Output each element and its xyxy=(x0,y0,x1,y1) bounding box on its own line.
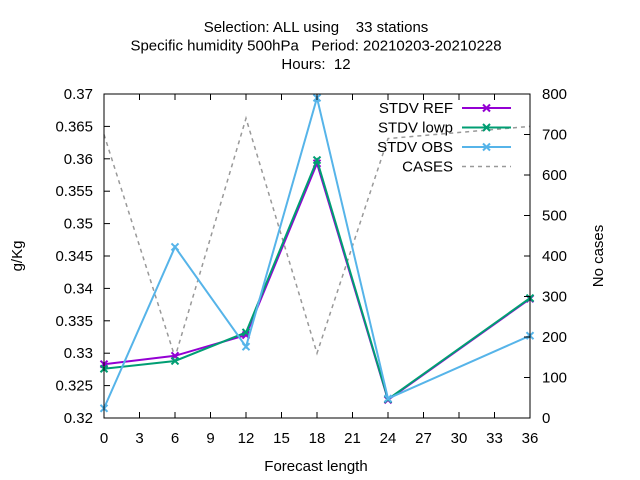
plot-frame xyxy=(103,93,531,419)
x-tick-label: 18 xyxy=(309,430,326,447)
y-tick-label: 0.36 xyxy=(64,151,93,168)
chart-title: Selection: ALL using 33 stations Specific… xyxy=(130,19,501,73)
y2-tick-label: 700 xyxy=(542,127,567,144)
x-tick-label: 15 xyxy=(273,430,290,447)
x-tick-label: 24 xyxy=(380,430,397,447)
legend-item: STDV lowp xyxy=(378,120,511,137)
data-point-stdv-obs xyxy=(170,242,180,252)
y2-tick-label: 100 xyxy=(542,370,567,387)
data-point-stdv-obs xyxy=(383,394,393,403)
legend-item: STDV REF xyxy=(379,100,511,117)
data-point-stdv-lowp xyxy=(170,356,180,366)
x-tick-label: 30 xyxy=(451,430,468,447)
legend-label: CASES xyxy=(402,159,453,176)
y-tick-label: 0.35 xyxy=(64,216,93,233)
legend-item: CASES xyxy=(402,159,511,176)
y2-tick-label: 800 xyxy=(542,86,567,103)
title-line: Selection: ALL using 33 stations xyxy=(204,19,429,36)
y-tick-label: 0.32 xyxy=(64,410,93,427)
x-tick-label: 6 xyxy=(171,430,179,447)
data-point-stdv-obs xyxy=(241,342,251,351)
y2-tick-label: 0 xyxy=(542,410,550,427)
x-tick-label: 0 xyxy=(100,430,108,447)
x-axis-label: Forecast length xyxy=(264,458,367,475)
series-line-stdv-obs xyxy=(103,93,531,409)
y-tick-label: 0.37 xyxy=(64,86,93,103)
y2-tick-label: 200 xyxy=(542,329,567,346)
data-point-stdv-lowp xyxy=(241,328,251,337)
x-tick-label: 9 xyxy=(206,430,214,447)
x-tick-label: 27 xyxy=(415,430,432,447)
y2-tick-label: 400 xyxy=(542,248,567,265)
y2-tick-label: 600 xyxy=(542,167,567,184)
y-tick-label: 0.33 xyxy=(64,345,93,362)
y2-axis-label: No cases xyxy=(590,225,607,288)
title-line: Hours: 12 xyxy=(281,56,350,73)
data-point-stdv-lowp xyxy=(312,155,322,165)
x-tick-label: 3 xyxy=(135,430,143,447)
y-tick-label: 0.335 xyxy=(55,313,93,330)
y2-tick-label: 500 xyxy=(542,208,567,225)
x-tick-label: 33 xyxy=(486,430,503,447)
y-tick-label: 0.345 xyxy=(55,248,93,265)
plot-series xyxy=(99,93,535,413)
legend-label: STDV lowp xyxy=(378,120,453,137)
legend-item: STDV OBS xyxy=(377,139,511,156)
series-line-cases xyxy=(103,115,531,360)
legend: STDV REF STDV lowp STDV OBS CASES xyxy=(377,100,511,176)
x-tick-label: 12 xyxy=(238,430,255,447)
y2-tick-label: 300 xyxy=(542,289,567,306)
y-tick-label: 0.34 xyxy=(64,280,93,297)
y-axis-label: g/Kg xyxy=(9,241,26,272)
x-axis: 0 3 6 9 12 15 18 21 24 27 30 33 36 xyxy=(100,94,539,447)
title-line: Specific humidity 500hPa Period: 2021020… xyxy=(130,38,501,55)
x-tick-label: 36 xyxy=(522,430,539,447)
y-axis-left: 0.32 0.325 0.33 0.335 0.34 0.345 0.35 0.355 0.36… xyxy=(55,86,110,427)
y-tick-label: 0.365 xyxy=(55,118,93,135)
series-line-stdv-lowp xyxy=(103,157,531,401)
legend-label: STDV REF xyxy=(379,100,453,117)
x-tick-label: 21 xyxy=(344,430,361,447)
y-axis-right: 0 100 200 300 400 500 600 700 800 xyxy=(524,86,567,427)
legend-label: STDV OBS xyxy=(377,139,453,156)
y-tick-label: 0.325 xyxy=(55,378,93,395)
y-tick-label: 0.355 xyxy=(55,183,93,200)
